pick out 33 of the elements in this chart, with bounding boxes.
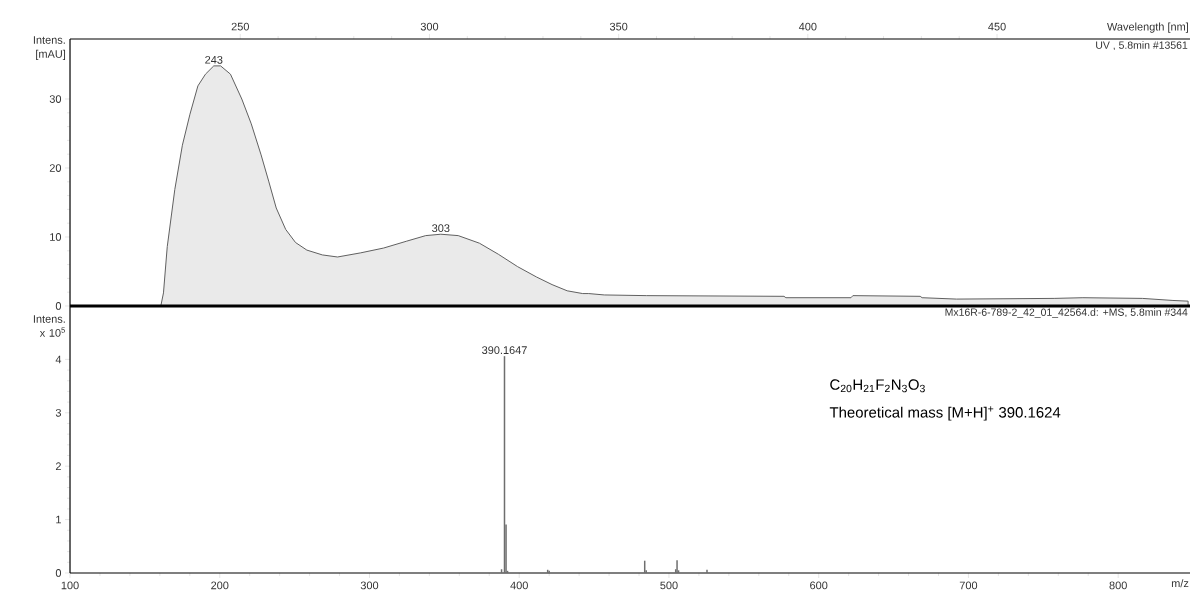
x-axis-title: m/z	[1171, 579, 1189, 588]
x-axis-title: Wavelength [nm]	[1107, 22, 1188, 33]
x-tick-label: 100	[61, 581, 79, 590]
x-tick-label: 300	[360, 581, 379, 590]
x-tick-label: 350	[609, 22, 628, 31]
annotation: UV , 5.8min #13561	[1096, 41, 1188, 51]
y-tick-label: 2	[55, 462, 61, 471]
x-tick-label: 600	[810, 581, 828, 590]
annotation: 303	[432, 224, 450, 233]
y-tick-label: 4	[55, 355, 62, 364]
y-tick-label: 1	[56, 515, 61, 524]
x-tick-label: 450	[988, 22, 1006, 31]
y-tick-label: 3	[55, 408, 61, 417]
x-tick-label: 200	[211, 581, 229, 590]
x-tick-label: 400	[510, 581, 528, 590]
annotation: 243	[205, 55, 223, 64]
annotation: 390.1647	[482, 346, 527, 354]
y-tick-label: 0	[55, 569, 62, 577]
x-tick-label: 800	[1109, 581, 1127, 590]
y-tick-label: 0	[55, 302, 62, 310]
x-tick-label: 500	[660, 581, 678, 590]
text: C$_{20}$H$_{21}$F$_{2}$N$_{3}$O$_{3}$	[830, 379, 925, 393]
annotation: Theoretical mass [M+H]$^{+}$ 390.1624	[829, 406, 1061, 421]
y-axis-title: Intens. x 10$^{5}$	[33, 315, 65, 337]
x-tick-label: 250	[231, 22, 249, 31]
x-tick-label: 400	[798, 22, 817, 31]
y-axis-title: Intens. [mAU]	[33, 36, 66, 60]
x-tick-label: 300	[420, 22, 439, 31]
y-tick-label: 20	[49, 164, 62, 172]
y-tick-label: 30	[49, 95, 62, 103]
y-tick-label: 10	[50, 233, 62, 241]
annotation: Mx16R-6-789-2_42_01_42564.d: +MS, 5.8min #344	[945, 308, 1188, 318]
x-tick-label: 700	[959, 581, 978, 590]
